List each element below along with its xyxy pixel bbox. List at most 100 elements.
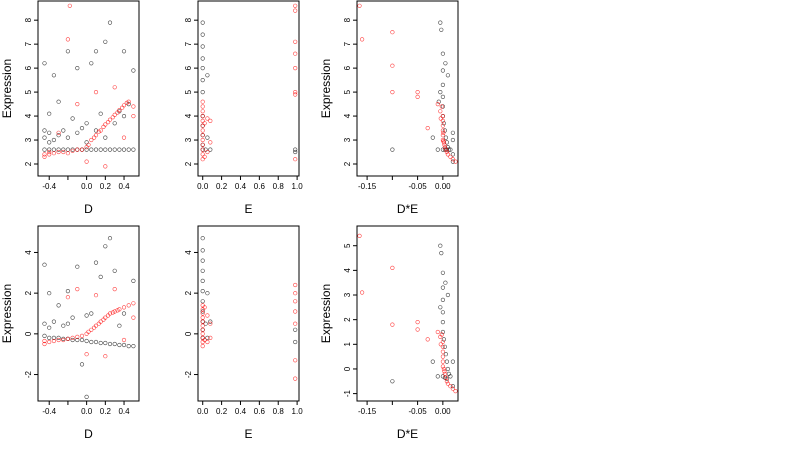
data-point bbox=[47, 149, 52, 155]
data-point bbox=[450, 159, 456, 164]
data-point bbox=[200, 20, 205, 25]
y-tick-label: 0 bbox=[184, 331, 193, 336]
data-point bbox=[65, 135, 70, 140]
data-point bbox=[438, 109, 443, 114]
x-tick-label: 0.2 bbox=[100, 182, 112, 191]
data-point bbox=[200, 268, 205, 273]
data-point bbox=[110, 115, 115, 120]
data-point bbox=[443, 352, 449, 357]
data-point bbox=[205, 149, 210, 155]
x-tick-label: -0.4 bbox=[42, 407, 56, 416]
plot-frame bbox=[197, 225, 300, 402]
data-point bbox=[84, 352, 89, 357]
data-point bbox=[440, 344, 446, 349]
data-point bbox=[75, 337, 80, 343]
plot-frame bbox=[356, 0, 459, 177]
x-tick-label: 0.0 bbox=[81, 407, 93, 416]
data-point bbox=[430, 135, 435, 140]
data-point bbox=[441, 139, 446, 144]
data-point bbox=[107, 311, 113, 316]
data-point bbox=[47, 147, 52, 152]
data-point bbox=[121, 342, 127, 348]
data-point bbox=[448, 154, 453, 159]
data-point bbox=[445, 73, 451, 78]
data-point bbox=[200, 157, 205, 162]
x-tick-label: 0.8 bbox=[273, 407, 285, 416]
data-point bbox=[442, 344, 448, 349]
data-point bbox=[435, 101, 440, 107]
data-point bbox=[390, 322, 395, 327]
data-point bbox=[79, 337, 85, 343]
data-point bbox=[61, 149, 66, 155]
data-point bbox=[98, 128, 103, 133]
data-point bbox=[200, 77, 205, 83]
data-point bbox=[93, 89, 99, 95]
x-tick-label: 1.0 bbox=[292, 182, 304, 191]
y-tick-label: 2 bbox=[343, 161, 352, 166]
data-point bbox=[205, 291, 210, 296]
data-point bbox=[439, 27, 444, 32]
x-axis-title: D bbox=[84, 202, 93, 216]
data-point bbox=[440, 104, 446, 109]
y-tick-label: 3 bbox=[24, 137, 33, 142]
data-point bbox=[56, 337, 61, 343]
data-point bbox=[440, 123, 446, 128]
x-tick-label: 0.4 bbox=[235, 182, 247, 191]
data-point bbox=[84, 121, 89, 126]
data-point bbox=[51, 147, 57, 152]
y-tick-label: 4 bbox=[24, 113, 33, 118]
data-point bbox=[93, 339, 99, 345]
data-point bbox=[42, 128, 47, 133]
y-tick-label: 5 bbox=[24, 89, 33, 94]
data-point bbox=[202, 305, 207, 310]
data-point bbox=[61, 323, 66, 328]
data-point bbox=[200, 248, 205, 253]
data-point bbox=[79, 126, 85, 131]
y-tick-label: 8 bbox=[24, 17, 33, 22]
data-point bbox=[47, 152, 52, 157]
x-axis-title: D*E bbox=[397, 427, 418, 441]
data-point bbox=[200, 128, 205, 133]
data-point bbox=[450, 152, 456, 157]
data-point bbox=[103, 122, 108, 127]
data-point bbox=[47, 111, 52, 116]
data-point bbox=[425, 126, 430, 131]
data-point bbox=[360, 37, 365, 42]
data-point bbox=[200, 289, 205, 294]
x-tick-label: 0.00 bbox=[435, 182, 451, 191]
data-point bbox=[357, 3, 362, 8]
data-point bbox=[205, 313, 210, 318]
data-point bbox=[98, 147, 103, 152]
data-point bbox=[84, 338, 89, 344]
plot-frame bbox=[356, 225, 459, 402]
data-point bbox=[121, 147, 127, 152]
data-point bbox=[293, 8, 298, 13]
panel-3: -0.15 -0.05 0.00 2 3 4 5 6 7 8 D*E Expression bbox=[319, 0, 459, 216]
data-point bbox=[200, 109, 205, 114]
x-axis-title: D bbox=[84, 427, 93, 441]
y-tick-label: 4 bbox=[24, 250, 33, 255]
data-point bbox=[121, 49, 127, 54]
x-axis-title: E bbox=[244, 427, 252, 441]
data-point bbox=[360, 290, 365, 295]
data-point bbox=[42, 338, 47, 344]
data-point bbox=[112, 121, 117, 126]
data-point bbox=[98, 274, 103, 280]
data-point bbox=[75, 334, 80, 340]
data-point bbox=[440, 128, 446, 133]
y-tick-label: 5 bbox=[343, 243, 352, 248]
data-point bbox=[390, 89, 395, 95]
data-point bbox=[70, 335, 75, 341]
data-point bbox=[443, 280, 448, 285]
data-point bbox=[205, 339, 210, 345]
data-point bbox=[93, 49, 99, 54]
data-point bbox=[56, 335, 61, 341]
data-point bbox=[61, 337, 66, 343]
y-tick-label: 6 bbox=[24, 65, 33, 70]
data-point bbox=[200, 104, 205, 109]
data-point bbox=[293, 282, 298, 288]
data-point bbox=[121, 305, 127, 310]
y-tick-label: 2 bbox=[343, 317, 352, 322]
data-point bbox=[444, 149, 450, 155]
data-point bbox=[205, 335, 210, 341]
